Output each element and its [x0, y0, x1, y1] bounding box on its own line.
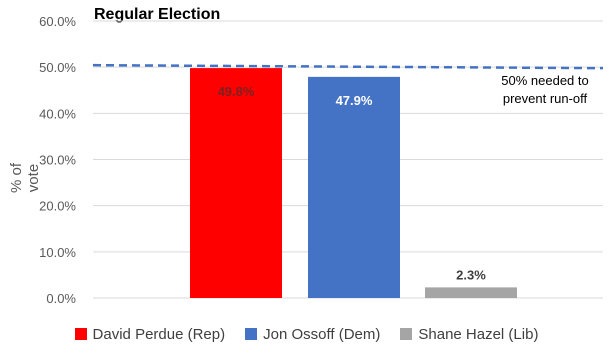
- legend-item: Jon Ossoff (Dem): [245, 326, 380, 343]
- y-tick-label: 20.0%: [39, 199, 76, 214]
- legend-swatch: [400, 328, 413, 340]
- runoff-annotation: 50% needed to prevent run-off: [501, 73, 589, 106]
- y-tick-label: 60.0%: [39, 14, 76, 29]
- legend-label: Shane Hazel (Lib): [418, 325, 539, 343]
- y-tick-label: 50.0%: [39, 60, 76, 75]
- bar: [308, 76, 400, 298]
- legend-swatch: [245, 328, 258, 340]
- legend-item: David Perdue (Rep): [74, 325, 226, 343]
- bar: [425, 287, 517, 298]
- data-label: 49.8%: [218, 84, 255, 99]
- y-tick-label: 40.0%: [39, 106, 76, 121]
- bar: [190, 68, 282, 298]
- reference-line-50pct: [92, 63, 604, 70]
- y-tick-label: 0.0%: [46, 291, 76, 306]
- chart-legend: David Perdue (Rep) Jon Ossoff (Dem) Shane …: [0, 322, 613, 346]
- data-label: 2.3%: [456, 267, 486, 282]
- chart-title: Regular Election: [94, 6, 221, 23]
- y-tick-label: 30.0%: [39, 153, 76, 168]
- data-label: 47.9%: [336, 93, 373, 108]
- legend-label: David Perdue (Rep): [92, 325, 226, 343]
- legend-label: Jon Ossoff (Dem): [263, 325, 381, 343]
- y-tick-label: 10.0%: [39, 245, 76, 260]
- legend-swatch: [74, 328, 87, 340]
- legend-item: Shane Hazel (Lib): [400, 326, 538, 343]
